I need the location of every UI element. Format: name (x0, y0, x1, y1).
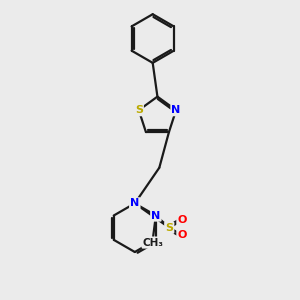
Text: S: S (135, 105, 143, 115)
Text: O: O (177, 230, 187, 240)
Text: N: N (130, 198, 140, 208)
Text: CH₃: CH₃ (143, 238, 164, 248)
Text: N: N (171, 105, 181, 115)
Text: O: O (177, 215, 187, 225)
Text: N: N (151, 211, 160, 220)
Text: S: S (165, 223, 173, 233)
